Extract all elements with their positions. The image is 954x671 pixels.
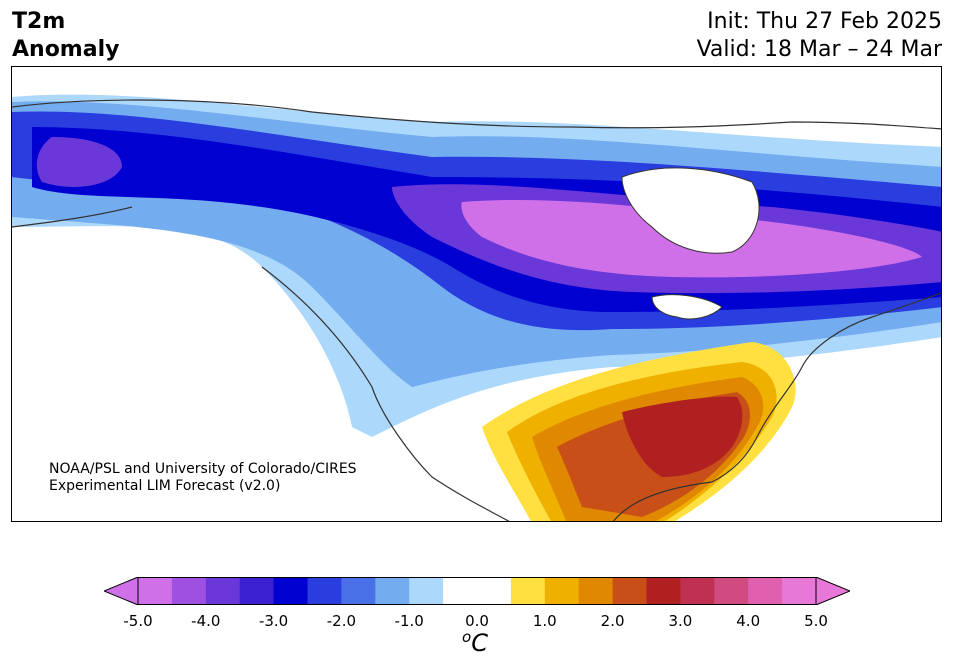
- map-title: T2m Anomaly: [12, 8, 119, 64]
- colorbar-segment: [680, 577, 715, 605]
- colorbar-segment: [748, 577, 783, 605]
- colorbar-segment: [782, 577, 817, 605]
- colorbar-segment: [578, 577, 614, 605]
- colorbar-segment: [409, 577, 444, 605]
- colorbar: [104, 577, 850, 605]
- hudson-bay: [621, 167, 760, 254]
- colorbar-tick-label: -2.0: [326, 612, 357, 630]
- credit-line-2: Experimental LIM Forecast (v2.0): [49, 478, 281, 494]
- colorbar-segment: [714, 577, 749, 605]
- colorbar-overflow: [815, 577, 850, 605]
- colorbar-segment: [477, 577, 512, 605]
- colorbar-tick-label: 1.0: [532, 612, 557, 630]
- colorbar-segment: [612, 577, 647, 605]
- colorbar-segment: [341, 577, 376, 605]
- colorbar-segment: [138, 577, 173, 605]
- colorbar-segment: [510, 577, 546, 605]
- colorbar-segment: [239, 577, 275, 605]
- colorbar-tick-label: -4.0: [191, 612, 221, 630]
- colorbar-tick-label: 4.0: [736, 612, 761, 630]
- colorbar-tick-label: 2.0: [600, 612, 625, 630]
- init-date: Init: Thu 27 Feb 2025: [707, 9, 942, 34]
- colorbar-tick-label: -1.0: [394, 612, 424, 630]
- anomaly-map: [11, 66, 942, 522]
- colorbar-segment: [544, 577, 580, 605]
- unit-celsius: C: [471, 629, 488, 657]
- colorbar-segment: [307, 577, 342, 605]
- colorbar-unit-label: oC: [462, 628, 488, 657]
- colorbar-underflow: [104, 577, 139, 605]
- colorbar-segment: [646, 577, 681, 605]
- unit-degree: o: [462, 628, 472, 646]
- colorbar-segment: [375, 577, 410, 605]
- colorbar-segment: [171, 577, 207, 605]
- credit-line-1: NOAA/PSL and University of Colorado/CIRE…: [49, 461, 357, 477]
- forecast-dates: Init: Thu 27 Feb 2025 Valid: 18 Mar – 24…: [697, 8, 942, 64]
- colorbar-tick-label: 0.0: [465, 612, 489, 630]
- valid-date: Valid: 18 Mar – 24 Mar: [696, 37, 942, 62]
- colorbar-segment: [273, 577, 308, 605]
- anomaly-contour-warm-5: [622, 396, 743, 477]
- colorbar-frame: [137, 577, 817, 605]
- colorbar-tick-label: -3.0: [258, 612, 289, 630]
- credit-text: NOAA/PSL and University of Colorado/CIRE…: [49, 461, 357, 495]
- title-line-2: Anomaly: [12, 37, 120, 62]
- anomaly-contour-cold-7: [36, 137, 122, 187]
- colorbar-tick-label: -5.0: [123, 612, 153, 630]
- colorbar-segment: [205, 577, 241, 605]
- title-line-1: T2m: [12, 9, 66, 34]
- colorbar-tick-label: 5.0: [804, 612, 828, 630]
- map-canvas: [12, 94, 941, 521]
- great-lakes: [651, 294, 723, 320]
- colorbar-segment: [443, 577, 478, 605]
- coastline: [12, 99, 941, 521]
- colorbar-tick-label: 3.0: [668, 612, 693, 630]
